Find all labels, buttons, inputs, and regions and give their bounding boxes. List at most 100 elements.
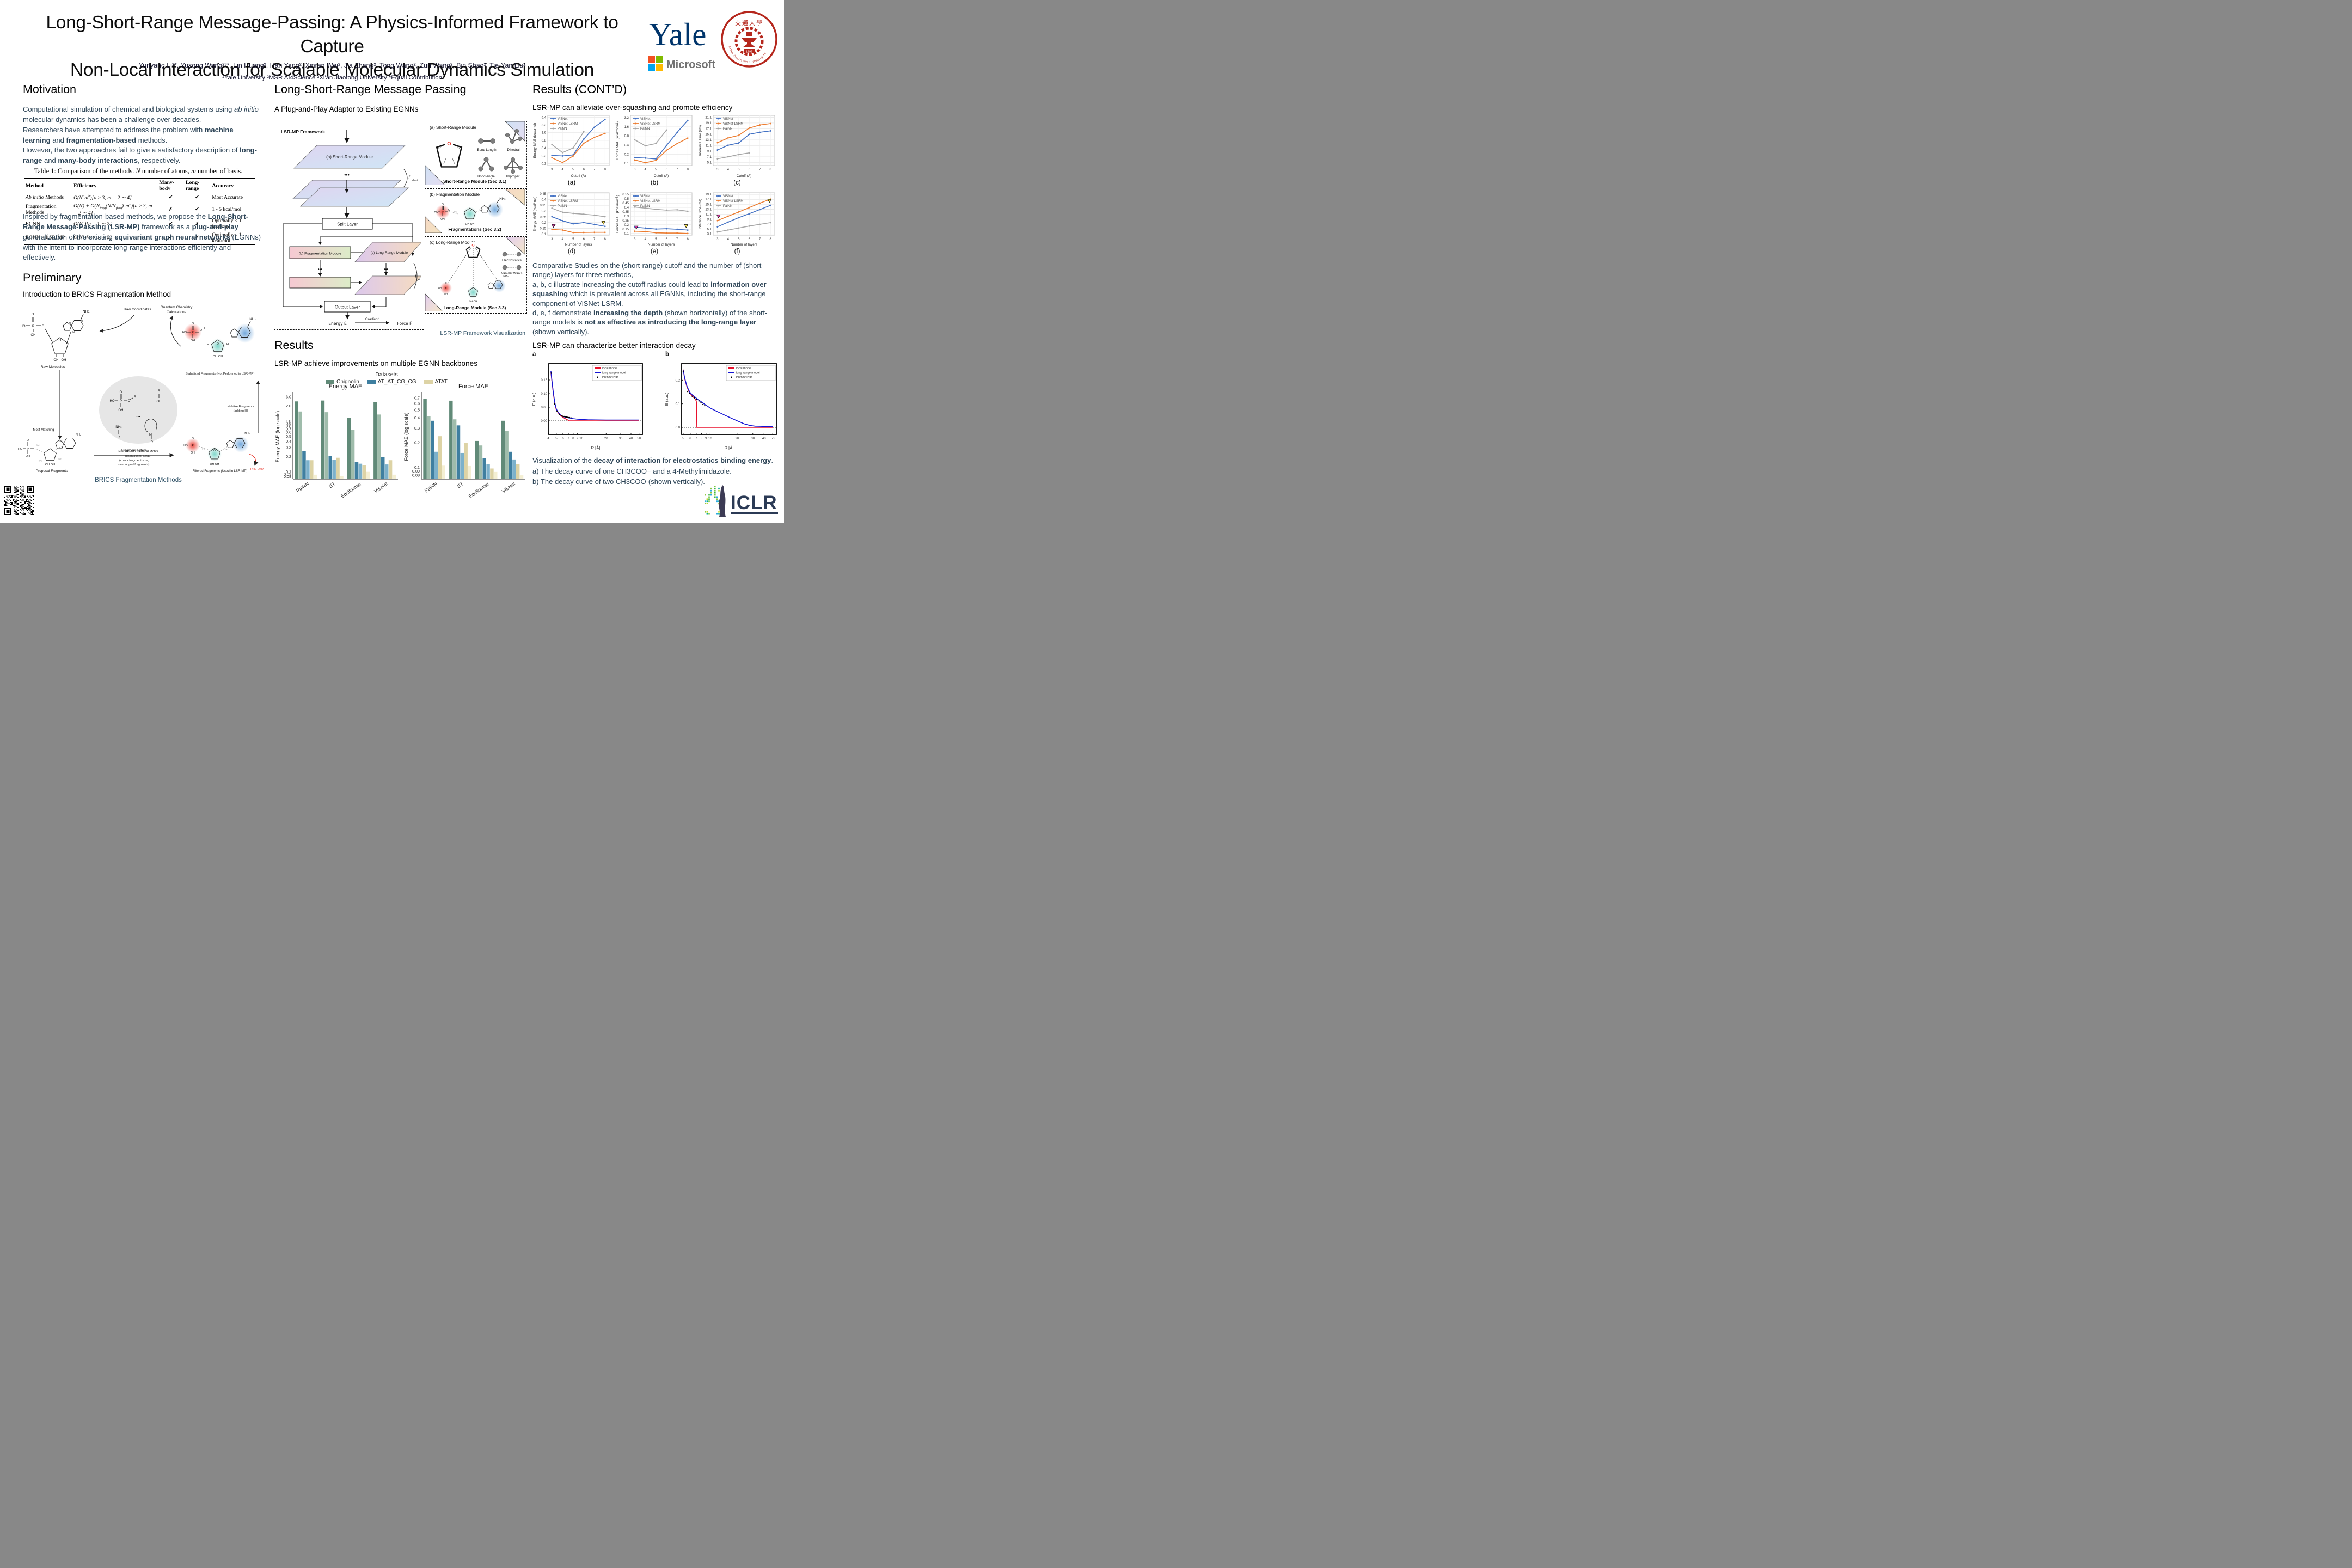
- svg-text:OH OH: OH OH: [210, 463, 219, 466]
- svg-text:Equiformer: Equiformer: [340, 481, 363, 499]
- panel-a-label: (a) Short-Range Module: [430, 125, 476, 130]
- svg-text:O: O: [448, 209, 450, 212]
- layers-forces-line-chart: 0.10.150.20.250.30.350.40.450.50.55 3 4 5 6 7…: [615, 192, 693, 247]
- svg-text:Number of layers: Number of layers: [731, 243, 758, 247]
- vdw-label: Van der Waals: [501, 272, 523, 275]
- qr-code: [4, 486, 34, 515]
- svg-text:PaiNN: PaiNN: [558, 205, 567, 208]
- svg-text:0.2: 0.2: [414, 440, 420, 445]
- svg-text:ViSNet: ViSNet: [640, 118, 651, 121]
- svg-text:0.2: 0.2: [542, 155, 547, 158]
- svg-text:5: 5: [572, 238, 574, 241]
- svg-text:6: 6: [583, 238, 585, 241]
- svg-text:P: P: [442, 211, 444, 214]
- svg-text:OH: OH: [54, 359, 59, 362]
- svg-text:OH: OH: [119, 409, 124, 412]
- svg-text:O: O: [120, 391, 122, 394]
- filtered-fragments: O HO P OH O OH OH NH₂ ✂ ✂: [183, 432, 250, 466]
- svg-text:N: N: [149, 433, 151, 437]
- svg-text:6: 6: [666, 168, 668, 171]
- chart-letter-b: (b): [650, 180, 659, 186]
- improper-label: Improper: [506, 175, 520, 179]
- svg-text:P: P: [27, 448, 29, 451]
- svg-text:...: ...: [136, 413, 140, 418]
- svg-text:H: H: [204, 327, 206, 330]
- svg-text:O: O: [213, 449, 216, 452]
- svg-text:O: O: [445, 281, 447, 284]
- svg-text:3: 3: [634, 168, 636, 171]
- svg-text:R [Å]: R [Å]: [725, 445, 734, 450]
- qc-label-2: Calculations: [167, 310, 187, 314]
- motifs-ellipse: [99, 376, 177, 444]
- svg-text:20: 20: [604, 437, 608, 440]
- scissors-icon: ✂ ✂: [454, 208, 483, 215]
- svg-text:✂: ✂: [36, 443, 40, 448]
- oxygen-atom-label: O: [447, 141, 451, 147]
- svg-text:6.4: 6.4: [542, 116, 547, 119]
- svg-text:8: 8: [687, 168, 689, 171]
- svg-text:0.3: 0.3: [286, 445, 291, 450]
- svg-text:4: 4: [727, 238, 730, 241]
- legend-swatch: [366, 379, 376, 384]
- svg-text:0.4: 0.4: [286, 439, 291, 444]
- svg-text:PaiNN: PaiNN: [295, 481, 310, 493]
- svg-text:R [Å]: R [Å]: [591, 445, 601, 450]
- svg-text:8: 8: [770, 238, 772, 241]
- svg-text:O: O: [59, 339, 62, 342]
- svg-text:Cutoff (Å): Cutoff (Å): [571, 173, 586, 178]
- svg-text:ViSNet: ViSNet: [640, 195, 651, 198]
- svg-text:✂: ✂: [39, 458, 42, 463]
- svg-text:PaiNN: PaiNN: [723, 127, 732, 131]
- svg-text:8: 8: [687, 238, 689, 241]
- iclr-wordmark: ICLR: [731, 492, 777, 513]
- svg-text:7.1: 7.1: [707, 223, 712, 226]
- svg-text:Inference Time (ms): Inference Time (ms): [699, 125, 702, 156]
- svg-text:ViSNet-LSRM: ViSNet-LSRM: [558, 200, 578, 203]
- layers-time-line-chart: 3.1 5.1 7.19.1 11.1 13.1 15.1 17.119.1 3 4 5 6 7 8 Nu…: [699, 192, 775, 247]
- svg-text:H: H: [226, 343, 229, 346]
- svg-text:PaiNN: PaiNN: [640, 205, 650, 208]
- svg-text:0.1: 0.1: [286, 469, 291, 474]
- svg-text:R: R: [134, 396, 137, 399]
- svg-text:0.5: 0.5: [414, 408, 420, 413]
- svg-text:N: N: [81, 320, 83, 323]
- svg-text:5: 5: [682, 437, 684, 440]
- svg-text:HO: HO: [183, 444, 188, 448]
- svg-text:HO: HO: [18, 448, 22, 451]
- svg-text:3.0: 3.0: [286, 395, 291, 400]
- table-row: Ab initio Methods O(Namb)[a ≥ 3, m = 2 ∼ …: [26, 194, 243, 201]
- svg-text:ViSNet: ViSNet: [723, 195, 733, 198]
- long-range-module-layer: (c) Long-Range Module: [371, 251, 408, 255]
- svg-text:19.1: 19.1: [705, 193, 712, 197]
- long-range-panel: (c) Long-Range Module O O HO P OH: [425, 236, 527, 314]
- svg-text:9: 9: [705, 437, 707, 440]
- short-range-module-layer: (a) Short-Range Module: [326, 155, 373, 160]
- legend-label: AT_AT_CG_CG: [377, 379, 416, 385]
- svg-text:0.3: 0.3: [542, 210, 547, 213]
- svg-text:7.1: 7.1: [707, 156, 712, 159]
- decay-caption: Visualization of the decay of interactio…: [532, 456, 773, 486]
- svg-text:5.1: 5.1: [707, 161, 712, 164]
- svg-text:ET: ET: [456, 481, 465, 489]
- svg-text:DFT/B3LYP: DFT/B3LYP: [602, 376, 618, 379]
- dihedral-label: Dihedral: [507, 148, 519, 152]
- lsr-subheading: A Plug-and-Play Adaptor to Existing EGNN…: [274, 105, 419, 113]
- svg-text:ViSNet: ViSNet: [558, 195, 568, 198]
- stabilized-fragments-label: Stabalized Fragments (Not Performed in L…: [186, 372, 255, 376]
- legend-title: Datasets: [375, 371, 398, 378]
- svg-text:0.5: 0.5: [624, 198, 629, 201]
- svg-text:7: 7: [759, 238, 761, 241]
- raw-molecule-structure: [26, 314, 84, 357]
- chart-letter-a: (a): [567, 180, 576, 186]
- svg-text:H: H: [207, 343, 209, 346]
- energy-output-label: Energy Ê: [328, 321, 347, 326]
- svg-text:0.10: 0.10: [541, 393, 547, 396]
- svg-text:0.2: 0.2: [624, 224, 629, 227]
- svg-text:0.2: 0.2: [676, 379, 681, 382]
- svg-text:Forces MAE (kcal/mol/Å): Forces MAE (kcal/mol/Å): [615, 121, 620, 160]
- preliminary-heading: Preliminary: [23, 271, 82, 284]
- ms-square-yellow: [656, 64, 663, 71]
- decay-chart-a: 0.00 0.05 0.10 0.15 4 5 6 7 8 9 10 20 30 40 50 R [Å] E (…: [531, 363, 643, 450]
- svg-text:0.00: 0.00: [541, 420, 547, 423]
- svg-text:0.15: 0.15: [540, 227, 546, 230]
